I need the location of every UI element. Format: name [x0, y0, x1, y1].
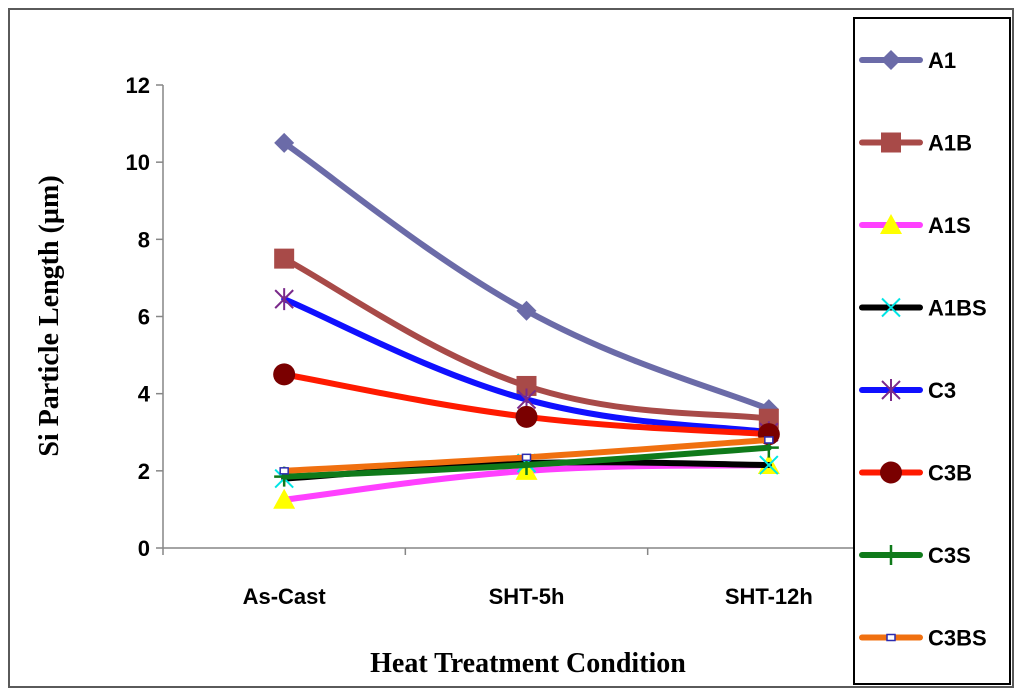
legend-label: A1	[928, 48, 956, 73]
data-point-a1bs	[759, 455, 779, 475]
legend-label: A1S	[928, 213, 971, 238]
x-tick-label: SHT-12h	[725, 584, 813, 609]
legend-swatch-marker	[881, 297, 901, 318]
legend-label: A1B	[928, 131, 972, 156]
y-axis-title: Si Particle Length (µm)	[34, 175, 65, 456]
series-c3bs	[279, 436, 774, 475]
legend-label: C3B	[928, 461, 972, 486]
data-point-a1	[516, 300, 537, 321]
legend-swatch-marker	[881, 132, 901, 153]
data-point-a1b	[274, 248, 295, 269]
legend-item-a1: A1	[859, 48, 956, 73]
y-tick-label: 4	[138, 382, 151, 407]
series-layer	[273, 132, 780, 509]
legend-swatch-marker	[886, 633, 896, 642]
y-tick-label: 8	[138, 227, 150, 252]
legend-box	[853, 17, 1011, 685]
y-ticks: 0 2 4 6 8 10 12	[126, 73, 163, 561]
data-point-a1s	[273, 488, 296, 509]
x-tick-label: As-Cast	[243, 584, 327, 609]
legend-swatch-marker	[881, 545, 901, 565]
data-point-c3	[274, 288, 294, 311]
data-point-c3bs	[279, 467, 289, 475]
chart-frame	[8, 8, 1014, 688]
legend-item-c3b: C3B	[859, 461, 972, 486]
series-c3b	[273, 363, 780, 446]
series-a1b	[274, 248, 779, 429]
data-point-a1b	[758, 408, 779, 429]
legend-swatch-marker	[881, 50, 901, 70]
legend-swatch-marker	[880, 214, 902, 234]
legend-item-a1b: A1B	[859, 131, 972, 156]
y-tick-label: 2	[138, 459, 150, 484]
x-ticks: As-Cast SHT-5h SHT-12h	[162, 548, 891, 609]
y-tick-label: 12	[126, 73, 150, 98]
data-point-c3b	[515, 405, 538, 428]
legend-item-c3: C3	[859, 378, 956, 403]
legend-label: C3S	[928, 543, 971, 568]
legend-item-a1s: A1S	[859, 213, 971, 238]
data-point-c3bs	[521, 453, 532, 462]
y-tick-label: 0	[138, 536, 150, 561]
legend-label: C3BS	[928, 626, 987, 651]
data-point-a1	[274, 132, 295, 153]
legend-item-a1bs: A1BS	[859, 296, 987, 321]
legend-swatch-marker	[881, 379, 901, 401]
legend: A1 A1B A1S A1BS C3 C3B C3S C3BS	[853, 17, 1011, 685]
series-line-a1	[281, 139, 772, 413]
x-axis-title: Heat Treatment Condition	[370, 648, 686, 679]
data-point-a1b	[516, 375, 537, 396]
legend-label: C3	[928, 378, 956, 403]
legend-label: A1BS	[928, 296, 987, 321]
data-point-c3bs	[764, 436, 774, 444]
legend-item-c3s: C3S	[859, 543, 971, 568]
data-point-c3b	[273, 363, 296, 386]
x-tick-label: SHT-5h	[489, 584, 565, 609]
y-tick-label: 6	[138, 305, 150, 330]
legend-item-c3bs: C3BS	[859, 626, 987, 651]
legend-swatch-marker	[880, 461, 902, 484]
y-tick-label: 10	[126, 150, 150, 175]
